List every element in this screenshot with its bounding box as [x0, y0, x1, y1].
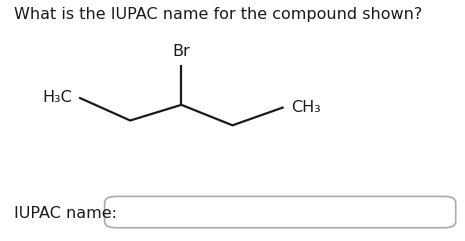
FancyBboxPatch shape [105, 196, 456, 228]
Text: IUPAC name:: IUPAC name: [14, 206, 117, 221]
Text: CH₃: CH₃ [291, 100, 320, 115]
Text: Br: Br [173, 44, 190, 59]
Text: What is the IUPAC name for the compound shown?: What is the IUPAC name for the compound … [14, 7, 422, 22]
Text: H₃C: H₃C [42, 90, 72, 105]
